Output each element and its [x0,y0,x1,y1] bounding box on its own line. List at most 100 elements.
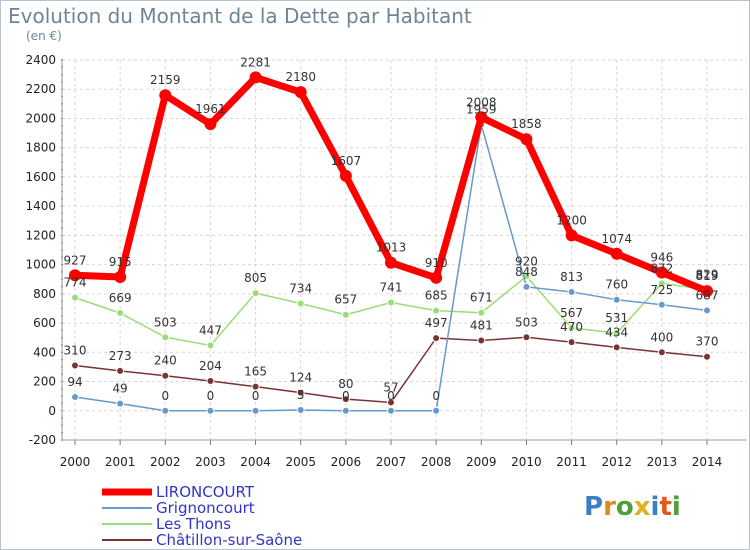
data-label: 531 [605,311,628,325]
data-point [610,247,623,260]
data-point [385,256,397,269]
y-tick-label: 2400 [25,53,56,67]
data-label: 671 [470,291,493,305]
data-point [430,271,443,284]
data-point [567,323,576,332]
data-point [432,406,441,415]
data-label: 1074 [601,232,632,246]
x-tick-label: 2002 [150,455,181,469]
data-label: 204 [199,359,222,373]
y-tick-label: 800 [33,287,56,301]
data-point [206,406,215,415]
y-tick-label: 200 [33,375,56,389]
series-lines [69,71,713,415]
data-label: 657 [334,293,357,307]
data-point [612,329,621,338]
data-label: 49 [113,382,128,396]
data-point [432,306,441,315]
data-point [296,299,305,308]
data-point [612,295,621,304]
data-point [703,352,711,361]
data-label: 760 [605,278,628,292]
data-label: 0 [342,389,350,403]
data-label: 310 [64,343,87,357]
data-point [116,366,125,375]
data-point [387,406,395,415]
logo-letter: r [603,492,616,522]
data-label: 2281 [240,55,271,69]
data-point [159,89,172,102]
x-tick-label: 2003 [195,455,226,469]
data-label: 503 [515,315,538,329]
y-tick-label: 1400 [25,199,56,213]
data-label: 927 [64,253,87,267]
x-tick-label: 2006 [331,455,362,469]
data-point [703,306,711,315]
data-label: 685 [425,289,448,303]
data-point [296,388,305,397]
data-point [567,338,576,347]
logo-letter: P [584,492,603,522]
x-tick-label: 2012 [601,455,632,469]
data-point [655,266,668,279]
data-label: 1607 [331,154,362,168]
data-label: 725 [650,283,673,297]
legend-entry: Les Thons [156,515,231,533]
data-point [657,279,666,288]
data-label: 165 [244,365,267,379]
data-point [69,269,81,282]
data-label: 0 [387,389,395,403]
data-labels: 927 915 2159 1961 2281 2180 1607 1013 910 2008 185… [64,55,719,402]
data-point [204,118,217,131]
data-point [432,334,441,343]
data-label: 0 [207,389,215,403]
data-label: 669 [109,291,132,305]
data-label: 734 [289,281,312,295]
data-label: 124 [289,371,312,385]
data-label: 2180 [285,70,316,84]
data-point [251,289,260,298]
data-point [251,382,260,391]
data-label: 741 [380,280,403,294]
data-label: 829 [696,268,719,282]
data-point [387,398,395,407]
data-point [475,111,488,124]
data-label: 80 [338,377,353,391]
data-label: 481 [470,318,493,332]
data-point [71,361,79,370]
y-tick-label: 2200 [25,82,56,96]
data-point [341,395,350,404]
data-label: 240 [154,354,177,368]
data-label: 370 [696,335,719,349]
data-label: 2008 [466,95,497,109]
data-point [565,229,578,242]
data-point [114,271,127,284]
y-tick-label: 600 [33,316,56,330]
y-tick-label: 0 [48,404,56,418]
data-point [161,406,170,415]
data-point [522,333,531,342]
data-label: 1858 [511,117,542,131]
data-point [206,376,215,385]
data-point [387,298,395,307]
data-label: 915 [109,255,132,269]
logo-letter: t [659,492,671,522]
data-point [567,287,576,296]
x-tick-label: 2000 [60,455,91,469]
data-label: 94 [67,375,82,389]
x-tick-label: 2008 [421,455,452,469]
x-tick-label: 2007 [376,455,407,469]
data-point [249,71,262,84]
x-tick-label: 2009 [466,455,497,469]
data-label: 497 [425,316,448,330]
data-point [612,343,621,352]
data-point [701,285,713,298]
data-point [161,371,170,380]
data-label: 1961 [195,102,226,116]
data-label: 1013 [376,241,407,255]
data-label: 2159 [150,73,181,87]
data-point [251,406,260,415]
data-point [339,169,352,182]
legend-entry: Châtillon-sur-Saône [156,531,302,549]
